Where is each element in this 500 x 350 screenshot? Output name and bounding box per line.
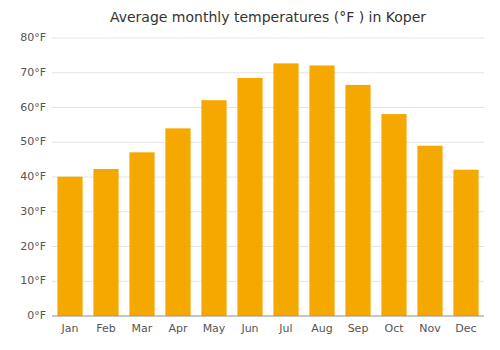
- bar: [237, 78, 262, 316]
- chart-container: Average monthly temperatures (°F ) in Ko…: [0, 0, 500, 350]
- y-tick-label: 80°F: [20, 31, 46, 44]
- bar: [273, 63, 298, 316]
- x-tick-label: Dec: [455, 322, 476, 335]
- y-tick-label: 20°F: [20, 240, 46, 253]
- bar: [129, 152, 154, 316]
- y-tick-label: 50°F: [20, 135, 46, 148]
- x-tick-label: Aug: [311, 322, 332, 335]
- chart: Average monthly temperatures (°F ) in Ko…: [0, 0, 500, 350]
- y-axis: 0°F 10°F 20°F 30°F 40°F 50°F 60°F 70°F 80°F: [20, 31, 46, 322]
- bar: [309, 65, 334, 316]
- x-tick-label: Oct: [384, 322, 404, 335]
- grid-line: [52, 38, 484, 39]
- bar: [417, 146, 442, 316]
- x-tick-label: Jun: [240, 322, 258, 335]
- bar: [453, 170, 478, 316]
- x-tick-label: Jul: [278, 322, 292, 335]
- x-tick-label: Nov: [419, 322, 441, 335]
- bar: [201, 100, 226, 316]
- y-tick-label: 40°F: [20, 170, 46, 183]
- x-tick-label: Sep: [348, 322, 369, 335]
- y-tick-label: 30°F: [20, 205, 46, 218]
- x-tick-label: Mar: [132, 322, 153, 335]
- bar: [381, 114, 406, 316]
- x-axis: Jan Feb Mar Apr May Jun Jul Aug Sep Oct Nov Dec: [52, 316, 484, 335]
- grid-line: [52, 72, 484, 73]
- grid-line: [52, 316, 484, 317]
- title: Average monthly temperatures (°F ) in Ko…: [110, 9, 426, 25]
- y-tick-label: 70°F: [20, 66, 46, 79]
- x-tick-label: Feb: [96, 322, 115, 335]
- x-tick-label: May: [203, 322, 226, 335]
- bar: [165, 128, 190, 316]
- y-tick-label: 60°F: [20, 101, 46, 114]
- bars: [57, 63, 478, 316]
- bar: [345, 85, 370, 316]
- y-tick-label: 0°F: [27, 309, 46, 322]
- grid-line: [52, 142, 484, 143]
- x-axis-line: [52, 316, 484, 317]
- y-tick-label: 10°F: [20, 274, 46, 287]
- x-tick-label: Jan: [61, 322, 79, 335]
- bar: [93, 169, 118, 316]
- x-tick-label: Apr: [168, 322, 188, 335]
- bar: [57, 177, 82, 316]
- grid: [52, 38, 484, 316]
- grid-line: [52, 107, 484, 108]
